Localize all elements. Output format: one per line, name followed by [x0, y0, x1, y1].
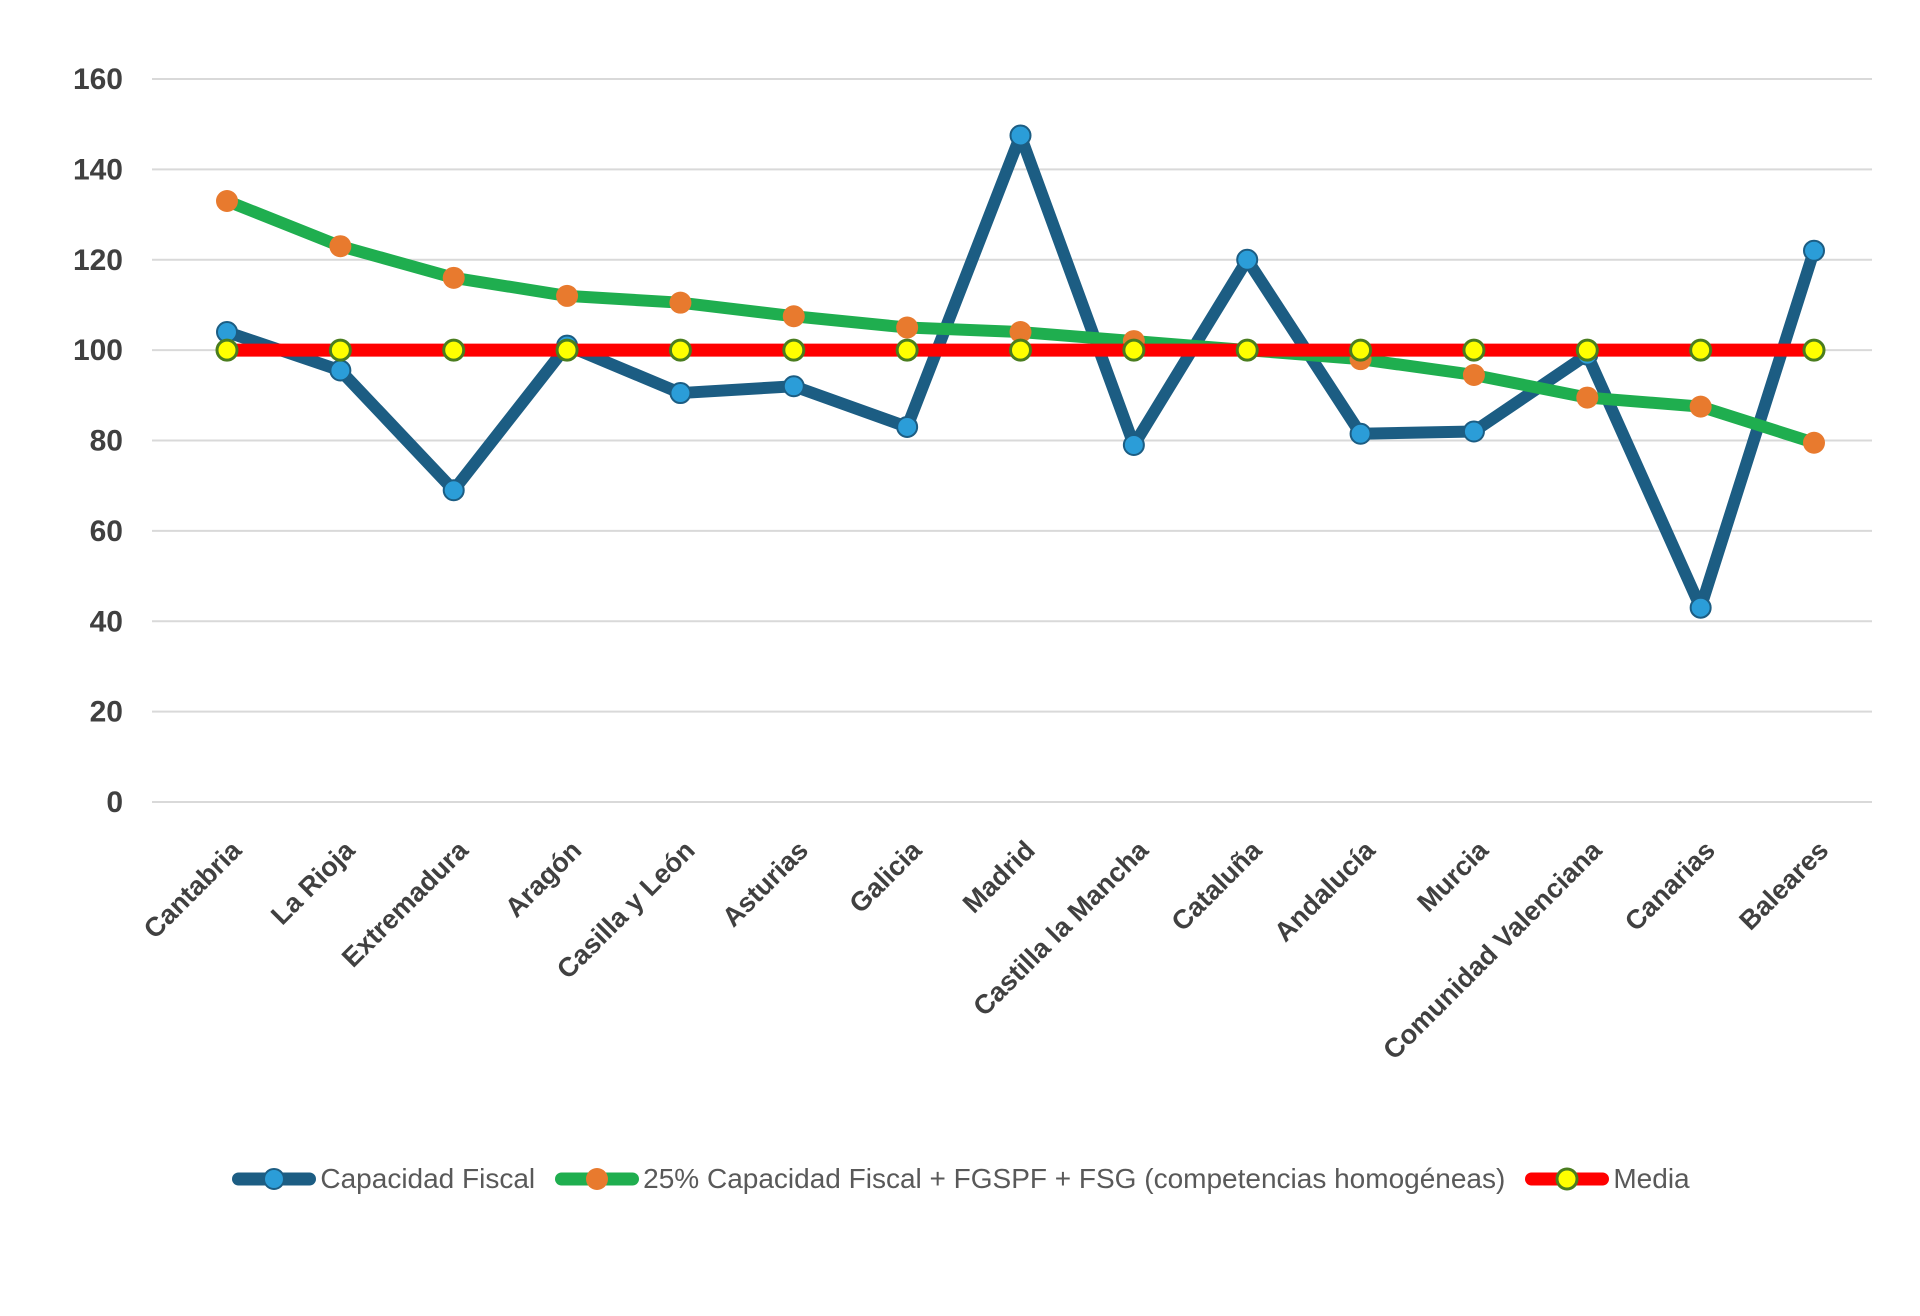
data-point-cf-fgspf-fsg [556, 284, 579, 307]
series-line-capacidad-fiscal [221, 129, 1820, 614]
y-axis-tick-label: 120 [73, 244, 123, 277]
data-point-capacidad-fiscal [896, 415, 919, 438]
data-point-media [328, 338, 352, 362]
y-axis-tick-label: 100 [73, 334, 123, 367]
data-point-media [1575, 338, 1599, 362]
data-point-capacidad-fiscal [329, 359, 352, 382]
y-axis-tick-label: 20 [90, 696, 123, 729]
data-point-media [1122, 338, 1146, 362]
data-point-cf-fgspf-fsg [442, 266, 465, 289]
legend-label-capacidad-fiscal: Capacidad Fiscal [320, 1163, 536, 1194]
data-point-media [782, 338, 806, 362]
data-point-media [215, 338, 239, 362]
data-point-capacidad-fiscal [1803, 239, 1825, 262]
data-point-capacidad-fiscal [1689, 596, 1712, 619]
legend-label-cf-fgspf-fsg: 25% Capacidad Fiscal + FGSPF + FSG (comp… [643, 1163, 1506, 1194]
data-point-media [1802, 338, 1826, 362]
data-point-media [442, 338, 466, 362]
data-point-capacidad-fiscal [1462, 420, 1485, 443]
data-point-capacidad-fiscal [442, 479, 465, 502]
data-point-cf-fgspf-fsg [1576, 386, 1599, 409]
data-point-capacidad-fiscal [1122, 434, 1145, 457]
data-point-cf-fgspf-fsg [329, 235, 352, 258]
legend-label-media: Media [1613, 1163, 1690, 1194]
legend-marker-media [1525, 1167, 1610, 1191]
x-axis-category-label: Cataluña [1166, 834, 1269, 937]
x-axis-category-label: Asturias [716, 835, 814, 933]
data-point-capacidad-fiscal [782, 375, 805, 398]
chart-legend: Capacidad Fiscal 25% Capacidad Fiscal + F… [0, 1163, 1920, 1195]
x-axis-category-label: La Rioja [265, 834, 361, 930]
data-point-capacidad-fiscal [669, 382, 692, 405]
data-point-media [668, 338, 692, 362]
data-point-cf-fgspf-fsg [1803, 431, 1825, 454]
y-axis-tick-label: 160 [73, 63, 123, 96]
data-point-cf-fgspf-fsg [1462, 363, 1485, 386]
data-point-media [1689, 338, 1713, 362]
data-point-media [895, 338, 919, 362]
legend-item-capacidad-fiscal: Capacidad Fiscal [230, 1163, 535, 1195]
data-point-cf-fgspf-fsg [896, 316, 919, 339]
legend-item-cf-fgspf-fsg: 25% Capacidad Fiscal + FGSPF + FSG (comp… [553, 1163, 1505, 1195]
data-point-media [1462, 338, 1486, 362]
data-point-media [555, 338, 579, 362]
data-point-media [1235, 338, 1259, 362]
x-axis-category-label: Comunidad Valenciana [1377, 834, 1608, 1065]
data-point-capacidad-fiscal [1349, 422, 1372, 445]
x-axis-category-label: Madrid [957, 835, 1041, 919]
data-point-media [1349, 338, 1373, 362]
x-axis-category-label: Murcia [1411, 834, 1494, 917]
legend-marker-cf-fgspf-fsg [555, 1168, 640, 1190]
data-point-cf-fgspf-fsg [1689, 395, 1712, 418]
data-point-capacidad-fiscal [1009, 124, 1032, 147]
x-axis-category-label: Baleares [1733, 835, 1834, 936]
legend-marker-capacidad-fiscal [232, 1168, 317, 1190]
data-point-cf-fgspf-fsg [782, 305, 805, 328]
data-point-cf-fgspf-fsg [216, 190, 238, 213]
data-point-media [1009, 338, 1032, 362]
x-axis-category-label: Aragón [499, 835, 587, 923]
x-axis-category-label: Canarias [1619, 835, 1721, 937]
data-point-cf-fgspf-fsg [1009, 321, 1032, 344]
x-axis-category-label: Cantabria [138, 834, 248, 944]
legend-item-media: Media [1523, 1163, 1690, 1195]
data-point-capacidad-fiscal [1236, 248, 1259, 271]
y-axis-tick-label: 140 [73, 153, 123, 186]
y-axis-tick-label: 80 [90, 425, 123, 458]
data-point-cf-fgspf-fsg [669, 291, 692, 314]
x-axis-category-label: Andalucía [1268, 834, 1381, 947]
y-axis-tick-label: 60 [90, 515, 123, 548]
x-axis-category-label: Galicia [844, 834, 929, 919]
y-axis-tick-label: 40 [90, 605, 123, 638]
y-axis-tick-label: 0 [106, 786, 123, 819]
